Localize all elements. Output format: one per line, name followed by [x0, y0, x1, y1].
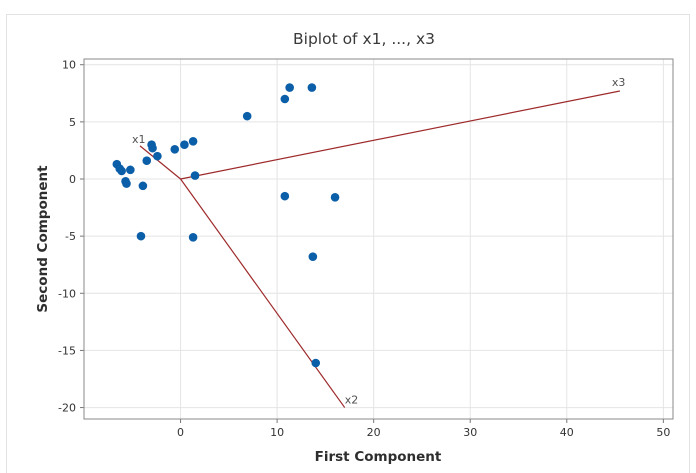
data-point: [308, 252, 318, 262]
data-point: [190, 171, 200, 180]
vector-label-x2: x2: [345, 394, 359, 407]
chart-title: Biplot of x1, ..., x3: [293, 30, 435, 48]
y-axis-label: Second Component: [35, 165, 51, 313]
data-point: [153, 151, 162, 161]
data-point: [138, 181, 148, 191]
plot-area: [84, 59, 673, 419]
vector-x1: [139, 145, 181, 180]
y-tick-label: -20: [58, 402, 76, 415]
x-tick-label: 0: [177, 426, 184, 439]
grid-lines: [84, 59, 673, 419]
data-point: [280, 191, 290, 201]
data-point: [285, 83, 294, 92]
plot-border: [83, 58, 674, 420]
x-tick-label: 30: [463, 426, 477, 439]
x-tick-label: 10: [270, 426, 284, 439]
vector-x2: [180, 178, 346, 408]
y-tick-label: 0: [69, 173, 76, 186]
data-point: [136, 231, 146, 241]
x-tick-label: 50: [656, 426, 670, 439]
data-point: [307, 83, 317, 92]
data-point: [280, 94, 290, 104]
data-point: [122, 179, 131, 188]
data-point: [117, 166, 126, 176]
data-point: [188, 136, 198, 146]
x-tick-label: 40: [560, 426, 574, 439]
vector-label-x1: x1: [132, 133, 146, 146]
y-tick-label: -15: [58, 344, 76, 357]
data-point: [142, 156, 152, 166]
y-tick-label: 10: [62, 59, 76, 72]
data-point: [242, 111, 252, 121]
y-tick-label: -10: [58, 287, 76, 300]
data-point: [188, 232, 198, 242]
x-tick-label: 20: [367, 426, 381, 439]
y-tick-label: -5: [65, 230, 76, 243]
data-point: [170, 144, 180, 154]
vector-label-x3: x3: [612, 76, 626, 89]
y-tick-label: 5: [69, 116, 76, 129]
vector-x3: [180, 90, 621, 180]
data-point: [311, 358, 321, 368]
data-point: [126, 165, 135, 175]
x-axis-label: First Component: [315, 449, 442, 465]
data-point: [180, 140, 189, 150]
score-points: [112, 83, 340, 368]
data-point: [330, 192, 340, 202]
loading-vectors: x1 x2 x3: [132, 76, 625, 408]
data-point: [148, 143, 157, 153]
